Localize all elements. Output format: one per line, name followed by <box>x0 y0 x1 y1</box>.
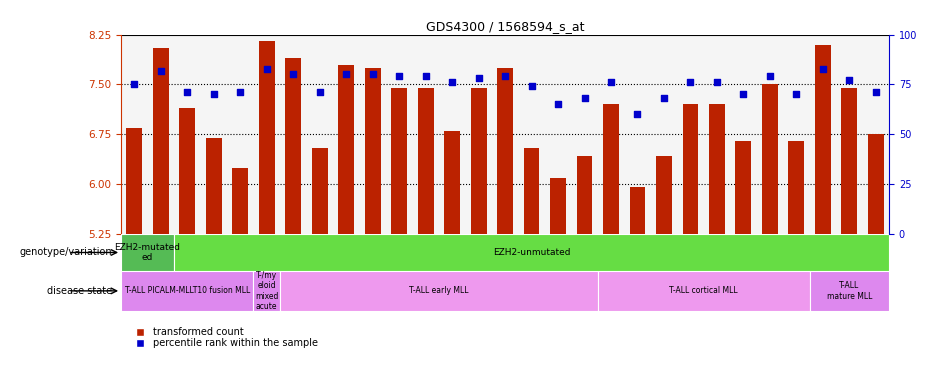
Bar <box>550 178 566 234</box>
Bar <box>629 187 645 234</box>
Bar <box>471 88 487 234</box>
Point <box>762 73 777 79</box>
Bar <box>842 88 857 234</box>
Point <box>392 73 407 79</box>
Point <box>259 65 274 71</box>
Bar <box>259 41 275 234</box>
Bar <box>497 68 513 234</box>
Point <box>816 65 830 71</box>
Point <box>656 95 671 101</box>
Bar <box>709 104 725 234</box>
Point <box>577 95 592 101</box>
Point <box>207 91 222 98</box>
Point <box>471 75 486 81</box>
Point <box>339 71 354 78</box>
Text: T-/my
eloid
mixed
acute: T-/my eloid mixed acute <box>255 271 278 311</box>
Point <box>445 79 460 86</box>
Bar <box>444 131 460 234</box>
Point <box>630 111 645 118</box>
Bar <box>180 108 196 234</box>
Bar <box>285 58 301 234</box>
Bar <box>153 48 169 234</box>
Bar <box>365 68 381 234</box>
Bar <box>121 234 174 271</box>
Point <box>736 91 751 98</box>
Bar <box>762 84 778 234</box>
Point <box>233 89 248 96</box>
Text: disease state: disease state <box>47 286 112 296</box>
Bar <box>280 271 598 311</box>
Bar <box>868 134 884 234</box>
Bar <box>603 104 619 234</box>
Text: T-ALL early MLL: T-ALL early MLL <box>409 286 468 295</box>
Point <box>709 79 724 86</box>
Point <box>869 89 884 96</box>
Bar <box>815 45 830 234</box>
Bar <box>121 271 253 311</box>
Legend: transformed count, percentile rank within the sample: transformed count, percentile rank withi… <box>126 323 322 352</box>
Point <box>154 68 169 74</box>
Text: T-ALL cortical MLL: T-ALL cortical MLL <box>669 286 738 295</box>
Point <box>286 71 301 78</box>
Point <box>497 73 512 79</box>
Bar <box>789 141 804 234</box>
Bar <box>418 88 434 234</box>
Bar <box>206 138 222 234</box>
Point <box>312 89 327 96</box>
Bar <box>598 271 810 311</box>
Text: EZH2-mutated
ed: EZH2-mutated ed <box>115 243 181 262</box>
Bar <box>127 128 142 234</box>
Text: T-ALL PICALM-MLLT10 fusion MLL: T-ALL PICALM-MLLT10 fusion MLL <box>125 286 250 295</box>
Bar <box>523 148 539 234</box>
Point <box>603 79 618 86</box>
Text: EZH2-unmutated: EZH2-unmutated <box>492 248 571 257</box>
Text: genotype/variation: genotype/variation <box>20 247 112 258</box>
Text: T-ALL
mature MLL: T-ALL mature MLL <box>827 281 872 301</box>
Bar <box>576 156 592 234</box>
Bar <box>312 148 328 234</box>
Bar <box>253 271 280 311</box>
Bar <box>735 141 751 234</box>
Bar <box>656 156 672 234</box>
Point <box>550 101 565 108</box>
Bar <box>232 168 249 234</box>
Point <box>683 79 698 86</box>
Point <box>524 83 539 89</box>
Point <box>365 71 380 78</box>
Point <box>842 78 857 84</box>
Bar <box>810 271 889 311</box>
Bar <box>682 104 698 234</box>
Title: GDS4300 / 1568594_s_at: GDS4300 / 1568594_s_at <box>425 20 585 33</box>
Point <box>180 89 195 96</box>
Point <box>789 91 803 98</box>
Point <box>418 73 433 79</box>
Bar <box>391 88 407 234</box>
Point <box>127 81 142 88</box>
Bar <box>338 65 354 234</box>
